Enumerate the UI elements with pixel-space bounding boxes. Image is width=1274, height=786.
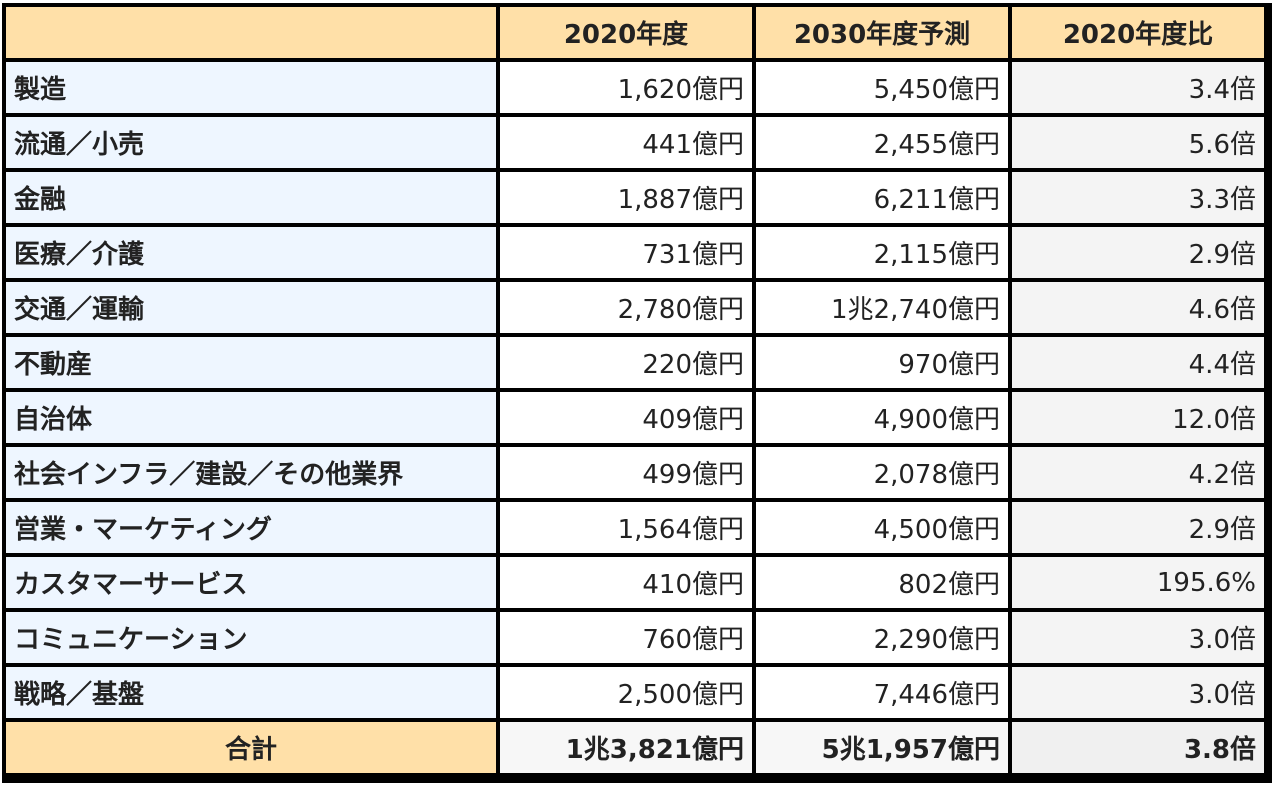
cell-2020: 1,620億円 xyxy=(500,62,752,113)
table-row: 医療／介護 731億円 2,115億円 2.9倍 xyxy=(6,227,1264,278)
cell-2020: 1,887億円 xyxy=(500,172,752,223)
header-ratio: 2020年度比 xyxy=(1012,7,1264,58)
row-category: カスタマーサービス xyxy=(6,557,496,608)
header-2020: 2020年度 xyxy=(500,7,752,58)
header-corner xyxy=(6,7,496,58)
table-row: 製造 1,620億円 5,450億円 3.4倍 xyxy=(6,62,1264,113)
cell-ratio: 12.0倍 xyxy=(1012,392,1264,443)
cell-2030: 5,450億円 xyxy=(756,62,1008,113)
total-row: 合計 1兆3,821億円 5兆1,957億円 3.8倍 xyxy=(6,722,1264,773)
cell-ratio: 3.4倍 xyxy=(1012,62,1264,113)
cell-2030: 4,500億円 xyxy=(756,502,1008,553)
table-row: 金融 1,887億円 6,211億円 3.3倍 xyxy=(6,172,1264,223)
cell-2030: 2,290億円 xyxy=(756,612,1008,663)
market-table: 2020年度 2030年度予測 2020年度比 製造 1,620億円 5,450… xyxy=(2,3,1268,777)
header-row: 2020年度 2030年度予測 2020年度比 xyxy=(6,7,1264,58)
cell-2020: 410億円 xyxy=(500,557,752,608)
table-row: 戦略／基盤 2,500億円 7,446億円 3.0倍 xyxy=(6,667,1264,718)
cell-2020: 2,780億円 xyxy=(500,282,752,333)
cell-ratio: 4.4倍 xyxy=(1012,337,1264,388)
table-row: 不動産 220億円 970億円 4.4倍 xyxy=(6,337,1264,388)
cell-2020: 731億円 xyxy=(500,227,752,278)
cell-2020: 220億円 xyxy=(500,337,752,388)
cell-2030: 6,211億円 xyxy=(756,172,1008,223)
cell-2030: 1兆2,740億円 xyxy=(756,282,1008,333)
cell-2030: 4,900億円 xyxy=(756,392,1008,443)
row-category: 戦略／基盤 xyxy=(6,667,496,718)
row-category: 金融 xyxy=(6,172,496,223)
cell-ratio: 3.0倍 xyxy=(1012,667,1264,718)
total-ratio: 3.8倍 xyxy=(1012,722,1264,773)
cell-2020: 409億円 xyxy=(500,392,752,443)
cell-ratio: 2.9倍 xyxy=(1012,227,1264,278)
table-row: カスタマーサービス 410億円 802億円 195.6% xyxy=(6,557,1264,608)
total-label: 合計 xyxy=(6,722,496,773)
row-category: 営業・マーケティング xyxy=(6,502,496,553)
cell-2030: 7,446億円 xyxy=(756,667,1008,718)
table-row: 流通／小売 441億円 2,455億円 5.6倍 xyxy=(6,117,1264,168)
table-row: 営業・マーケティング 1,564億円 4,500億円 2.9倍 xyxy=(6,502,1264,553)
row-category: 不動産 xyxy=(6,337,496,388)
row-category: 自治体 xyxy=(6,392,496,443)
row-category: コミュニケーション xyxy=(6,612,496,663)
table-row: 自治体 409億円 4,900億円 12.0倍 xyxy=(6,392,1264,443)
row-category: 交通／運輸 xyxy=(6,282,496,333)
cell-2030: 2,455億円 xyxy=(756,117,1008,168)
cell-2020: 2,500億円 xyxy=(500,667,752,718)
cell-2030: 2,078億円 xyxy=(756,447,1008,498)
total-2030: 5兆1,957億円 xyxy=(756,722,1008,773)
table-row: 社会インフラ／建設／その他業界 499億円 2,078億円 4.2倍 xyxy=(6,447,1264,498)
row-category: 流通／小売 xyxy=(6,117,496,168)
cell-2030: 802億円 xyxy=(756,557,1008,608)
row-category: 医療／介護 xyxy=(6,227,496,278)
cell-ratio: 2.9倍 xyxy=(1012,502,1264,553)
cell-ratio: 3.0倍 xyxy=(1012,612,1264,663)
cell-2020: 499億円 xyxy=(500,447,752,498)
header-2030-forecast: 2030年度予測 xyxy=(756,7,1008,58)
total-2020: 1兆3,821億円 xyxy=(500,722,752,773)
cell-2020: 760億円 xyxy=(500,612,752,663)
table-row: コミュニケーション 760億円 2,290億円 3.0倍 xyxy=(6,612,1264,663)
row-category: 社会インフラ／建設／その他業界 xyxy=(6,447,496,498)
cell-ratio: 4.2倍 xyxy=(1012,447,1264,498)
cell-ratio: 5.6倍 xyxy=(1012,117,1264,168)
market-table-frame: 2020年度 2030年度予測 2020年度比 製造 1,620億円 5,450… xyxy=(2,3,1272,783)
cell-2030: 2,115億円 xyxy=(756,227,1008,278)
cell-2020: 1,564億円 xyxy=(500,502,752,553)
cell-ratio: 195.6% xyxy=(1012,557,1264,608)
cell-2020: 441億円 xyxy=(500,117,752,168)
cell-2030: 970億円 xyxy=(756,337,1008,388)
cell-ratio: 3.3倍 xyxy=(1012,172,1264,223)
table-row: 交通／運輸 2,780億円 1兆2,740億円 4.6倍 xyxy=(6,282,1264,333)
cell-ratio: 4.6倍 xyxy=(1012,282,1264,333)
row-category: 製造 xyxy=(6,62,496,113)
